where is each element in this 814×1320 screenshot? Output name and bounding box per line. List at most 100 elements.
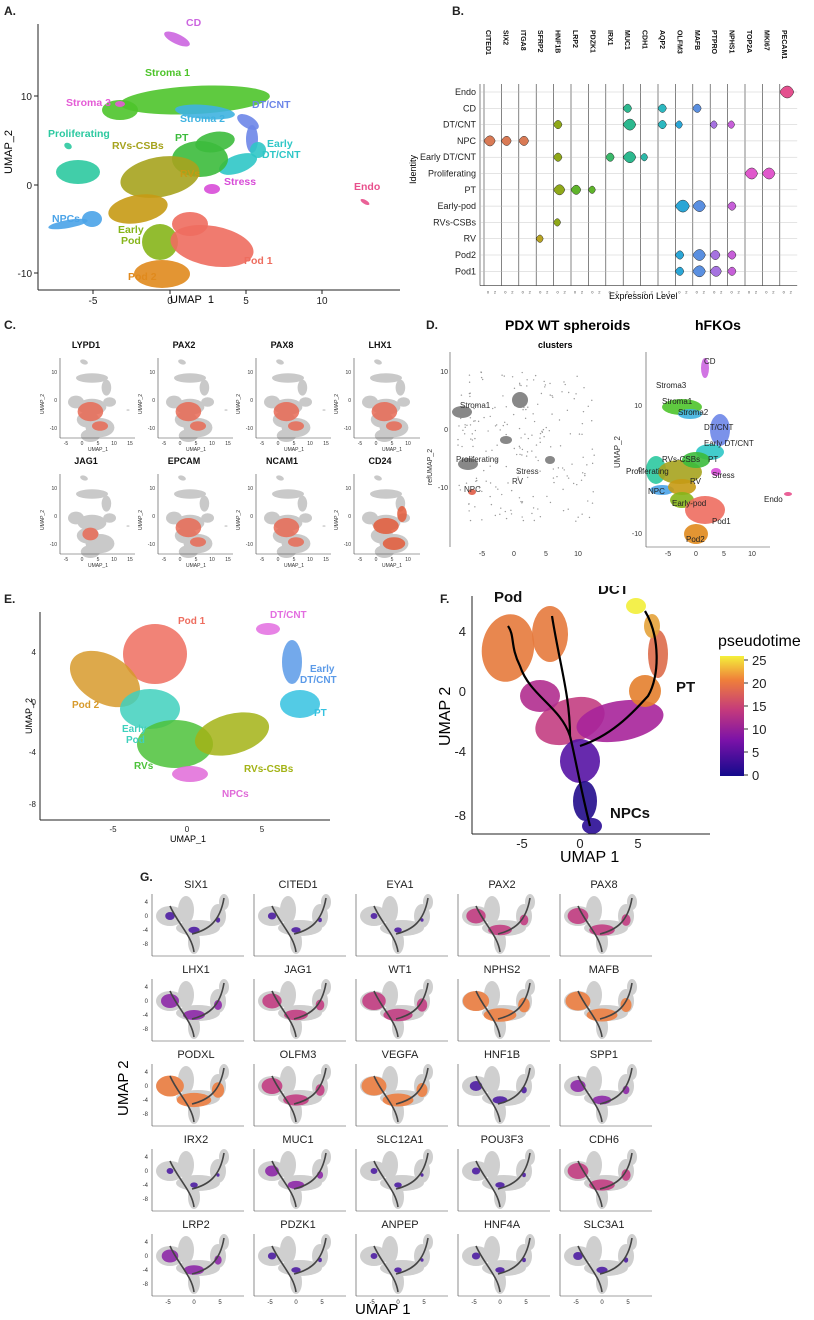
panel-d-left-title: PDX WT spheroids	[505, 317, 630, 333]
g-gene-title-spp1: SPP1	[590, 1049, 618, 1061]
d-ref-point	[576, 483, 578, 486]
d-ref-point	[497, 488, 499, 490]
b-xtick: 2	[737, 290, 740, 295]
d-ref-point	[505, 465, 508, 468]
d-ref-cluster	[452, 406, 472, 418]
d-ref-point	[513, 387, 516, 390]
f-xtick: 5	[634, 836, 641, 851]
d-ref-point	[542, 428, 545, 431]
g-expression-overlay	[370, 913, 378, 919]
d-ref-point	[466, 424, 468, 427]
g-expression-overlay	[420, 1258, 424, 1262]
f-legend-label: 0	[752, 768, 759, 783]
d-left-xtick: -5	[479, 551, 485, 557]
expression-overlay	[273, 518, 300, 538]
b-xtick: 0	[643, 290, 646, 295]
d-ref-point	[549, 446, 552, 448]
b-gene-sfrp2: SFRP2	[536, 30, 543, 53]
d-ref-point	[465, 482, 468, 484]
d-ref-point	[580, 479, 583, 481]
violin-pecam1-endo	[779, 85, 795, 99]
e-cluster-pod-1	[123, 624, 187, 684]
d-ref-point	[584, 474, 586, 477]
d-ref-point	[535, 456, 537, 458]
d-right-xtick: -5	[665, 551, 671, 557]
f-legend-label: 15	[752, 699, 766, 714]
c-xtick: 15	[225, 441, 231, 447]
g-ytick: 0	[145, 999, 149, 1005]
e-ytick: -4	[29, 748, 37, 757]
c-umap-jag1	[68, 475, 130, 558]
violin-mafb-cd	[692, 103, 702, 113]
d-ref-point	[586, 464, 588, 466]
d-ref-point	[541, 430, 543, 433]
g-trajectory	[577, 1237, 633, 1293]
c-xtick: 5	[195, 557, 198, 563]
umap-shape	[174, 373, 206, 383]
g-umap-shape	[382, 1236, 398, 1264]
d-ref-point	[491, 449, 493, 451]
g-ytick: 0	[145, 1084, 149, 1090]
g-trajectory	[373, 897, 429, 953]
d-ref-point	[520, 482, 522, 484]
g-gene-title-pou3f3: POU3F3	[481, 1134, 524, 1146]
e-label-pod-2: Pod 2	[72, 700, 100, 711]
f-label-pod: Pod	[494, 589, 522, 606]
panel-g-ylabel: UMAP 2	[115, 1060, 132, 1116]
g-umap-shape	[586, 896, 602, 924]
g-panel-pax2	[457, 894, 550, 957]
c-ytick: 0	[152, 398, 155, 404]
g-ytick: 4	[145, 1070, 149, 1076]
d-query-cluster	[684, 524, 708, 544]
d-ref-point	[512, 413, 515, 416]
d-ref-point	[520, 384, 522, 387]
e-label-pt: PT	[314, 708, 327, 719]
d-ref-point	[539, 516, 542, 518]
d-ref-point	[521, 448, 524, 451]
expression-overlay	[92, 421, 108, 431]
g-panel-six1	[151, 894, 244, 957]
f-legend-label: 10	[752, 722, 766, 737]
cluster-region-npcs	[48, 218, 88, 230]
d-ref-point	[457, 438, 459, 441]
violin-muc1-early-dt-cnt	[622, 151, 637, 163]
g-panel-hnf1b	[457, 1064, 550, 1127]
umap-shape	[101, 379, 112, 396]
umap-shape	[322, 525, 326, 527]
e-cluster-early-dt-cnt	[282, 640, 302, 684]
d-ref-point	[483, 416, 485, 419]
panel-e-ylabel: UMAP_2	[24, 698, 34, 734]
d-ref-point	[518, 427, 521, 430]
expression-overlay	[373, 518, 399, 534]
d-ref-point	[527, 406, 529, 408]
g-umap-shape	[278, 920, 322, 936]
g-umap-shape	[494, 1185, 506, 1209]
g-xtick: 5	[218, 1300, 222, 1306]
g-ytick: -4	[143, 1268, 149, 1274]
d-ref-point	[524, 433, 526, 435]
c-xtick: 15	[323, 441, 329, 447]
d-ref-point	[543, 436, 545, 438]
d-ref-point	[591, 502, 594, 504]
c-gene-title-pax2: PAX2	[173, 340, 196, 350]
d-ref-point	[532, 379, 535, 381]
e-ytick: 4	[32, 648, 37, 657]
g-umap-shape	[290, 930, 302, 954]
b-xtick: 0	[556, 290, 559, 295]
b-xtick: 2	[790, 290, 793, 295]
a-ytick-label: 10	[21, 92, 33, 103]
panel-g-gene-trajectory-grid: SIX1 4 0 -4 -8 CITED1 EYA1 PAX2 PAX8 LHX1 4 0 -4 -8 JA…	[115, 879, 652, 1318]
umap-shape	[370, 489, 402, 499]
g-trajectory	[271, 1152, 327, 1208]
cluster-region-stroma-2	[175, 104, 235, 120]
g-umap-shape	[596, 1185, 608, 1209]
panel-label-b: B.	[452, 4, 464, 18]
g-expression-overlay	[156, 1075, 184, 1097]
e-label-early-dt-cnt: Early DT/CNT	[300, 664, 337, 686]
c-ytick: 10	[345, 486, 351, 492]
d-ref-point	[563, 469, 565, 471]
cluster-region-stroma-3	[115, 101, 125, 107]
b-xtick: 2	[529, 290, 532, 295]
g-expression-overlay	[495, 1182, 505, 1188]
c-xtick: 0	[81, 557, 84, 563]
